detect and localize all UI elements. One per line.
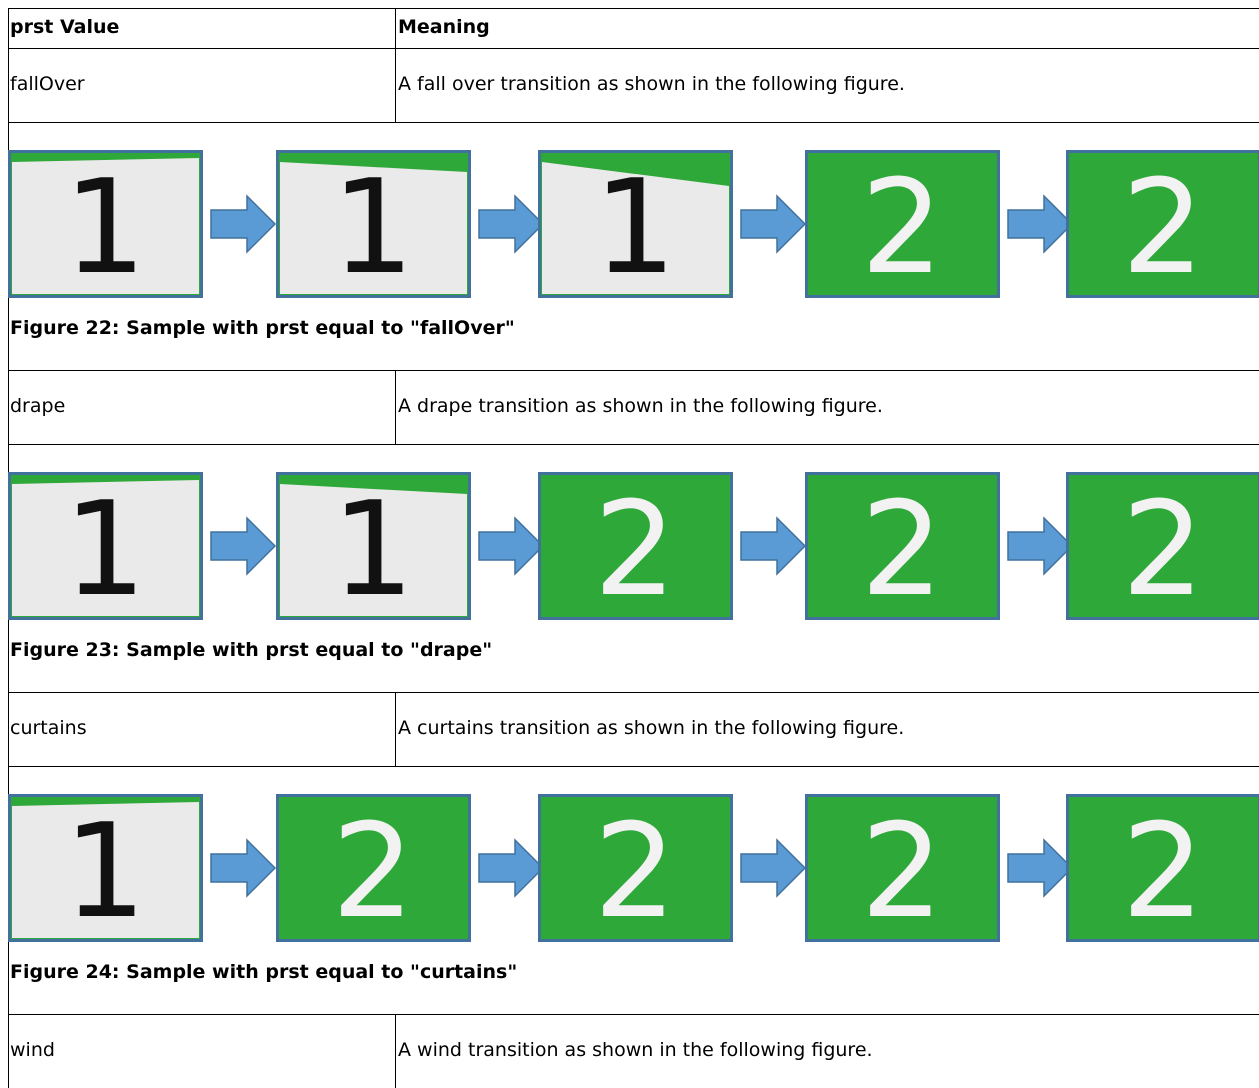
row-text: curtains	[10, 717, 87, 739]
transition-frame: 2	[276, 794, 471, 942]
transition-frame: 2	[538, 472, 733, 620]
transition-frame: 2	[538, 794, 733, 942]
arrow	[477, 516, 547, 576]
transition-frame: 1	[8, 472, 203, 620]
transition-frame: 2	[1066, 472, 1259, 620]
figure-caption: Figure 24: Sample with prst equal to "cu…	[10, 961, 517, 983]
row-text: A fall over transition as shown in the f…	[398, 73, 905, 95]
arrow	[477, 194, 547, 254]
row-text: fallOver	[10, 73, 85, 95]
arrow	[209, 194, 279, 254]
transition-frame: 2	[1066, 794, 1259, 942]
frame-digit: 2	[1122, 473, 1205, 620]
transition-frame: 1	[538, 150, 733, 298]
row-text: A curtains transition as shown in the fo…	[398, 717, 904, 739]
row-cell	[8, 370, 395, 444]
header-text: prst Value	[10, 16, 119, 38]
transition-frame: 1	[276, 472, 471, 620]
transition-frame: 2	[1066, 150, 1259, 298]
frame-digit: 2	[861, 473, 944, 620]
transition-frame: 2	[805, 794, 1000, 942]
header-text: Meaning	[398, 16, 490, 38]
row-cell	[8, 1014, 395, 1088]
frame-digit: 2	[861, 151, 944, 298]
arrow	[739, 838, 809, 898]
frame-digit: 1	[332, 151, 415, 298]
frame-digit: 1	[64, 473, 147, 620]
arrow	[739, 516, 809, 576]
arrow	[477, 838, 547, 898]
header-cell	[395, 8, 1259, 48]
frame-digit: 2	[861, 795, 944, 942]
transition-frame: 2	[805, 150, 1000, 298]
frame-digit: 1	[64, 151, 147, 298]
frame-digit: 2	[594, 473, 677, 620]
frame-digit: 2	[1122, 151, 1205, 298]
row-text: wind	[10, 1039, 55, 1061]
frame-digit: 1	[64, 795, 147, 942]
transition-frame: 1	[276, 150, 471, 298]
frame-digit: 1	[594, 151, 677, 298]
transition-frame: 1	[8, 794, 203, 942]
frame-digit: 2	[332, 795, 415, 942]
row-text: A wind transition as shown in the follow…	[398, 1039, 873, 1061]
row-text: A drape transition as shown in the follo…	[398, 395, 883, 417]
arrow	[739, 194, 809, 254]
row-text: drape	[10, 395, 65, 417]
frame-digit: 1	[332, 473, 415, 620]
transition-frame: 2	[805, 472, 1000, 620]
frame-digit: 2	[594, 795, 677, 942]
figure-caption: Figure 22: Sample with prst equal to "fa…	[10, 317, 515, 339]
frame-digit: 2	[1122, 795, 1205, 942]
figure-caption: Figure 23: Sample with prst equal to "dr…	[10, 639, 492, 661]
arrow	[209, 838, 279, 898]
transition-frame: 1	[8, 150, 203, 298]
arrow	[209, 516, 279, 576]
